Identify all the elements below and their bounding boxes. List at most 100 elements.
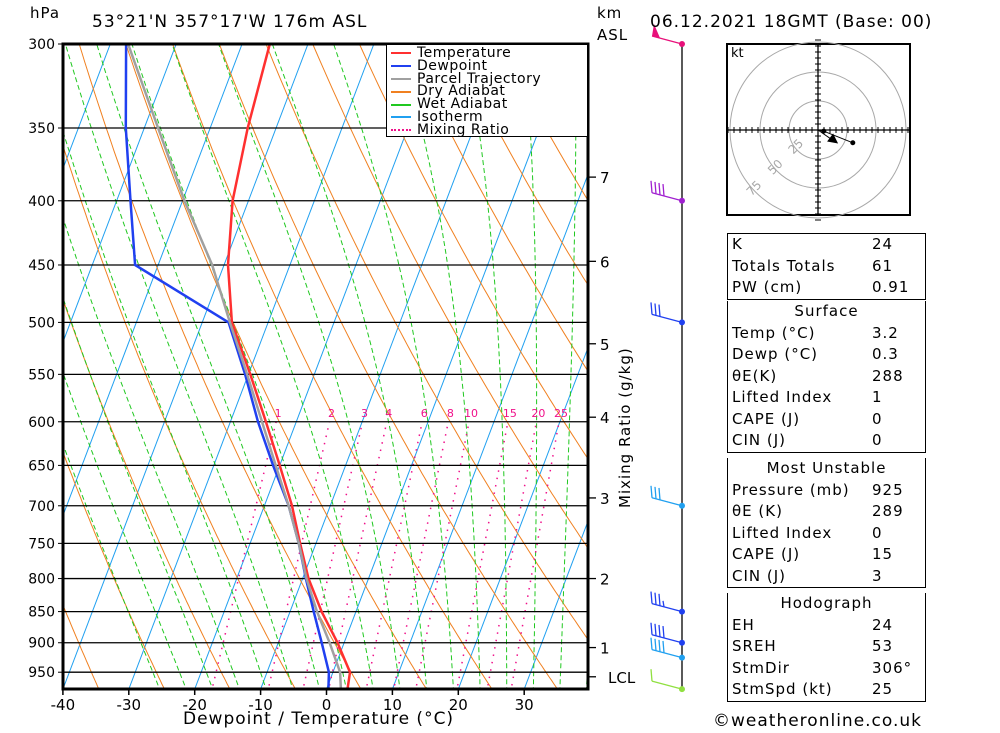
row-label: Pressure (mb) — [732, 480, 850, 499]
table-row: CIN (J) 3 — [728, 566, 925, 588]
wind-barb-shaft — [651, 602, 683, 613]
legend-item: Mixing Ratio — [387, 121, 587, 138]
table-row: CAPE (J) 0 — [728, 409, 925, 431]
dry-adiabat-line — [63, 450, 165, 689]
row-label: StmDir — [732, 658, 790, 677]
legend-swatch — [391, 90, 411, 93]
wind-barb-shaft — [651, 497, 683, 507]
pressure-tick-label: 350 — [28, 121, 55, 137]
pressure-tick-label: 700 — [28, 499, 55, 515]
pressure-tick-label: 300 — [28, 37, 55, 53]
row-label: K — [732, 235, 743, 253]
mixing-ratio-label: 25 — [554, 407, 568, 420]
wet-adiabat-line — [464, 44, 508, 689]
table-row: Lifted Index 1 — [728, 387, 925, 409]
table-section-title: Hodograph — [780, 594, 873, 612]
legend-label: Dry Adiabat — [417, 83, 506, 100]
legend-swatch — [391, 65, 411, 68]
wet-adiabat-line — [63, 442, 161, 689]
wind-barb-shaft — [651, 35, 683, 45]
table-row: SREH 53 — [728, 636, 925, 658]
x-tick-label: 10 — [383, 696, 402, 714]
pressure-tick-label: 600 — [28, 415, 55, 431]
table-row: CIN (J) 0 — [728, 430, 925, 452]
wind-barb-feather — [650, 591, 653, 604]
mixing-ratio-label: 20 — [531, 407, 545, 420]
mixing-ratio-line — [456, 421, 509, 689]
row-label: CAPE (J) — [732, 545, 801, 563]
legend-item: Dry Adiabat — [387, 85, 587, 98]
row-value: 306° — [872, 658, 913, 677]
wind-barb-feather — [650, 180, 653, 193]
km-tick-label: 7 — [600, 169, 610, 187]
dry-adiabat-line — [63, 298, 231, 689]
mixing-ratio-label: 10 — [464, 407, 478, 420]
pressure-tick-label: 400 — [28, 194, 55, 210]
wet-adiabat-line — [64, 44, 294, 689]
legend-label: Wet Adiabat — [417, 96, 508, 113]
table-row: PW (cm) 0.91 — [728, 277, 925, 299]
km-unit: km — [597, 4, 623, 22]
asl-unit: ASL — [597, 26, 629, 44]
row-label: CIN (J) — [732, 431, 787, 449]
pressure-tick-label: 900 — [28, 636, 55, 652]
x-tick-label: -40 — [51, 696, 76, 714]
table-section-title: Surface — [794, 302, 859, 320]
x-tick-label: -20 — [182, 696, 207, 714]
legend-label: Mixing Ratio — [417, 121, 510, 138]
row-label: Lifted Index — [732, 523, 833, 542]
isotherm-line — [457, 346, 588, 689]
km-tick-label: 5 — [600, 336, 610, 354]
row-value: 53 — [872, 637, 894, 655]
pressure-tick-label: 500 — [28, 315, 55, 331]
mixing-ratio-label: 15 — [503, 407, 517, 420]
mixing-ratio-line — [486, 421, 538, 689]
pressure-tick-label: 450 — [28, 258, 55, 274]
wind-barb-feather — [654, 638, 657, 651]
mixing-ratio-label: 3 — [361, 407, 368, 420]
row-value: 3.2 — [872, 323, 899, 342]
mixing-ratio-line — [211, 421, 277, 689]
surface-table: Surface Temp (°C) 3.2 Dewp (°C) 0.3 θE(K) 288 L… — [727, 301, 926, 453]
pressure-tick-label: 550 — [28, 367, 55, 383]
pressure-tick-label: 650 — [28, 458, 55, 474]
legend-label: Isotherm — [417, 108, 484, 125]
pressure-unit: hPa — [30, 4, 61, 22]
row-label: EH — [732, 615, 755, 634]
hodograph-point — [850, 140, 856, 146]
legend-swatch — [391, 52, 411, 55]
km-tick-label: 1 — [600, 640, 610, 658]
wet-adiabat-line — [171, 44, 374, 689]
table-row: K 24 — [728, 234, 925, 256]
mixing-ratio-label: 4 — [385, 407, 392, 420]
table-row: Lifted Index 0 — [728, 523, 925, 545]
row-label: PW (cm) — [732, 278, 803, 296]
wind-barb-feather — [662, 600, 665, 607]
isotherm-line — [326, 44, 573, 689]
mixing-ratio-line — [393, 421, 450, 689]
legend-label: Temperature — [417, 45, 512, 61]
x-tick-label: 20 — [449, 696, 468, 714]
row-value: 0 — [872, 523, 883, 542]
plot-frame — [61, 42, 590, 691]
mixing-ratio-label: 6 — [421, 407, 428, 420]
row-label: StmSpd (kt) — [732, 680, 833, 698]
isotherm-line — [63, 44, 309, 689]
wet-adiabat-line — [96, 44, 320, 689]
hodograph-unit: kt — [731, 46, 744, 61]
wind-barb-shaft — [651, 313, 683, 324]
wind-barb-feather — [650, 637, 653, 650]
isotherm-line — [523, 519, 588, 689]
table-row: StmDir 306° — [728, 658, 925, 680]
x-tick-label: -30 — [117, 696, 142, 714]
row-value: 3 — [872, 566, 883, 585]
row-label: Dewp (°C) — [732, 345, 819, 363]
row-value: 15 — [872, 545, 894, 563]
axes: -40 -30 -20 -10 0 10 20 30 7 6 5 4 3 2 1 LCL — [51, 169, 636, 714]
isotherm-line — [63, 44, 177, 344]
legend: Temperature Dewpoint Parcel Trajectory Dry … — [386, 44, 588, 137]
legend-item: Dewpoint — [387, 59, 587, 73]
legend-swatch — [391, 77, 411, 80]
row-label: θE(K) — [732, 366, 778, 385]
